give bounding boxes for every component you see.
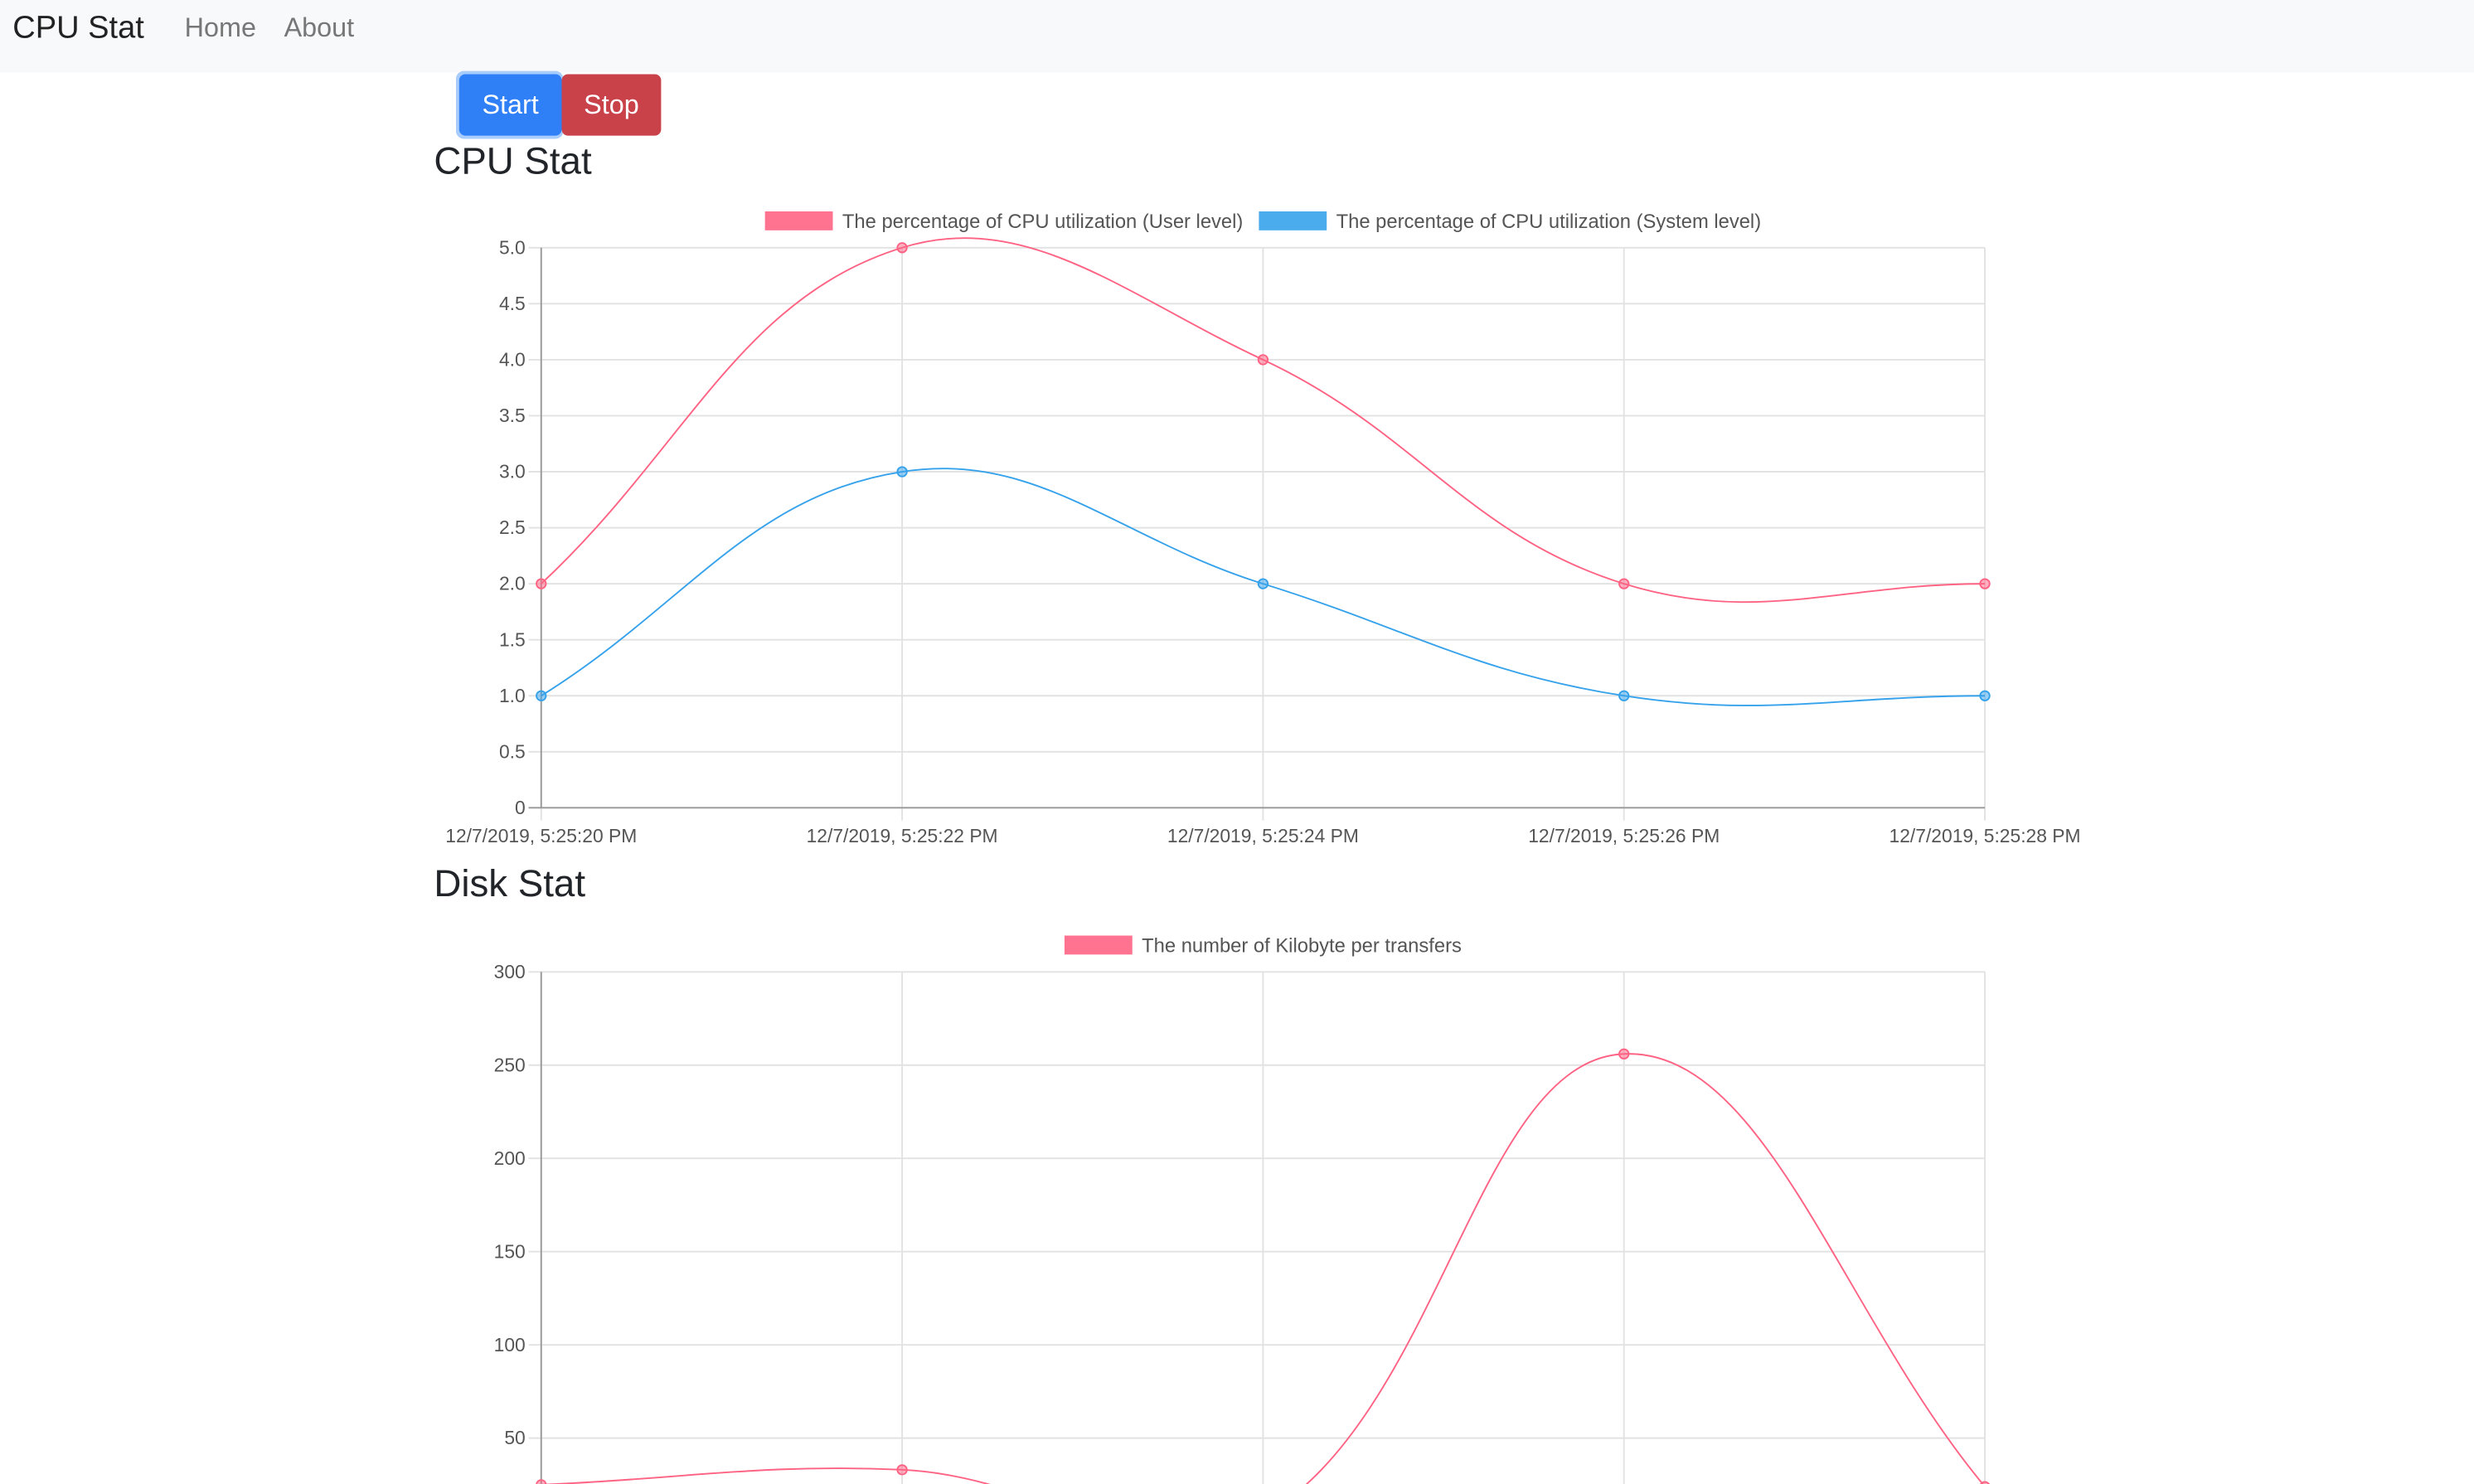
y-tick-label: 5.0	[499, 236, 526, 258]
legend-label: The number of Kilobyte per transfers	[1142, 934, 1462, 957]
point	[536, 690, 547, 701]
y-tick-label: 150	[494, 1240, 526, 1262]
legend-label: The percentage of CPU utilization (Syste…	[1336, 211, 1762, 233]
point	[1979, 690, 1991, 701]
brand[interactable]: CPU Stat	[12, 11, 144, 46]
point	[896, 1464, 908, 1476]
x-tick-label: 12/7/2019, 5:25:26 PM	[1528, 825, 1720, 846]
y-tick-label: 250	[494, 1054, 526, 1075]
legend-label: The percentage of CPU utilization (User …	[842, 211, 1243, 233]
point	[1980, 1481, 1990, 1484]
chart-heading: Disk Stat	[434, 862, 585, 904]
y-tick-label: 3.5	[499, 405, 526, 426]
x-tick-label: 12/7/2019, 5:25:28 PM	[1889, 825, 2081, 846]
button-label[interactable]: Start	[482, 90, 538, 119]
button-label[interactable]: Stop	[584, 90, 639, 119]
start-button[interactable]	[458, 74, 562, 136]
y-tick-label: 0	[515, 797, 526, 818]
y-tick-label: 4.5	[499, 293, 526, 314]
point	[896, 466, 908, 478]
point	[536, 578, 547, 589]
stop-button[interactable]	[561, 74, 662, 136]
legend-swatch	[1259, 211, 1327, 230]
y-tick-label: 200	[494, 1147, 526, 1169]
series-line	[541, 1053, 1984, 1484]
y-tick-label: 4.0	[499, 349, 526, 371]
point	[1618, 690, 1630, 701]
point	[1618, 578, 1630, 589]
legend-swatch	[1064, 935, 1133, 955]
nav-link[interactable]: About	[284, 12, 355, 42]
series-line	[541, 237, 1986, 604]
y-tick-label: 2.5	[499, 516, 526, 538]
y-tick-label: 0.5	[499, 740, 526, 762]
y-tick-label: 3.0	[499, 461, 526, 483]
point	[1257, 354, 1269, 366]
y-tick-label: 50	[504, 1427, 525, 1448]
point	[1979, 578, 1991, 589]
point	[896, 242, 908, 254]
y-tick-label: 2.0	[499, 573, 526, 594]
y-tick-label: 100	[494, 1334, 526, 1355]
y-tick-label: 1.0	[499, 685, 526, 706]
y-tick-label: 300	[494, 961, 526, 982]
nav-link[interactable]: Home	[185, 12, 256, 42]
x-tick-label: 12/7/2019, 5:25:20 PM	[445, 825, 637, 846]
point	[536, 1479, 547, 1484]
chart-heading: CPU Stat	[434, 139, 592, 182]
series-line	[541, 468, 1986, 706]
x-tick-label: 12/7/2019, 5:25:24 PM	[1167, 825, 1359, 846]
legend-swatch	[764, 211, 833, 230]
y-tick-label: 1.5	[499, 628, 526, 650]
x-tick-label: 12/7/2019, 5:25:22 PM	[807, 825, 998, 846]
point	[1618, 1048, 1630, 1060]
point	[1257, 578, 1269, 589]
navbar	[0, 0, 2474, 73]
